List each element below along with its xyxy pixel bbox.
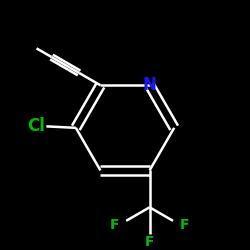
Text: F: F xyxy=(145,235,154,249)
Text: F: F xyxy=(180,218,189,232)
Text: F: F xyxy=(110,218,119,232)
Text: Cl: Cl xyxy=(27,117,45,135)
Text: N: N xyxy=(143,76,156,94)
